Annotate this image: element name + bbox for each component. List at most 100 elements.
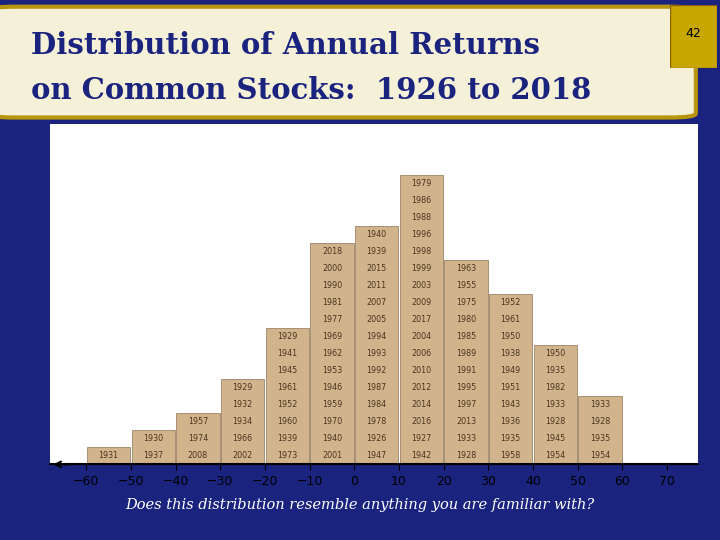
Text: 2005: 2005	[366, 315, 387, 325]
Text: 2013: 2013	[456, 417, 476, 427]
Text: 1975: 1975	[456, 298, 476, 307]
Text: 1979: 1979	[411, 179, 431, 188]
Text: 1941: 1941	[277, 349, 297, 359]
Text: 1994: 1994	[366, 332, 387, 341]
Text: 1927: 1927	[411, 434, 431, 443]
Text: 1952: 1952	[500, 298, 521, 307]
Text: 1933: 1933	[590, 400, 610, 409]
Text: 1957: 1957	[188, 417, 208, 427]
Text: 2009: 2009	[411, 298, 431, 307]
Text: 2014: 2014	[411, 400, 431, 409]
Text: 1981: 1981	[322, 298, 342, 307]
Text: 2001: 2001	[322, 451, 342, 461]
Text: 1955: 1955	[456, 281, 476, 291]
Text: 1943: 1943	[500, 400, 521, 409]
Text: 2011: 2011	[366, 281, 387, 291]
Text: 1928: 1928	[545, 417, 565, 427]
Text: 1937: 1937	[143, 451, 163, 461]
Text: 2016: 2016	[411, 417, 431, 427]
Text: on Common Stocks:  1926 to 2018: on Common Stocks: 1926 to 2018	[31, 77, 591, 105]
Text: 1980: 1980	[456, 315, 476, 325]
Bar	[221, 379, 264, 464]
Bar	[132, 430, 175, 464]
Text: 1974: 1974	[188, 434, 208, 443]
Text: 1934: 1934	[233, 417, 253, 427]
Text: 1959: 1959	[322, 400, 342, 409]
Text: 1951: 1951	[500, 383, 521, 393]
Text: Distribution of Annual Returns: Distribution of Annual Returns	[31, 31, 540, 60]
Bar	[355, 226, 398, 464]
Text: 1933: 1933	[456, 434, 476, 443]
Text: 1995: 1995	[456, 383, 476, 393]
Text: 1986: 1986	[411, 196, 431, 205]
Text: 1929: 1929	[277, 332, 297, 341]
Text: 1998: 1998	[411, 247, 431, 256]
Text: 42: 42	[686, 27, 701, 40]
Text: 1932: 1932	[233, 400, 253, 409]
Text: 1946: 1946	[322, 383, 342, 393]
Text: 1954: 1954	[545, 451, 565, 461]
Text: 1940: 1940	[322, 434, 342, 443]
Bar	[578, 396, 622, 464]
Text: 1928: 1928	[590, 417, 611, 427]
Text: 2006: 2006	[411, 349, 431, 359]
Text: 1950: 1950	[545, 349, 565, 359]
Text: 1960: 1960	[277, 417, 297, 427]
Text: 1989: 1989	[456, 349, 476, 359]
Text: 1940: 1940	[366, 230, 387, 239]
Bar	[266, 328, 309, 464]
Text: 2003: 2003	[411, 281, 431, 291]
Text: 1990: 1990	[322, 281, 342, 291]
Bar	[444, 260, 487, 464]
Text: 1953: 1953	[322, 366, 342, 375]
Text: 1977: 1977	[322, 315, 342, 325]
Text: 1945: 1945	[545, 434, 565, 443]
Text: 1938: 1938	[500, 349, 521, 359]
Text: 1935: 1935	[590, 434, 611, 443]
Text: 1991: 1991	[456, 366, 476, 375]
Text: 1939: 1939	[277, 434, 297, 443]
Text: 1952: 1952	[277, 400, 297, 409]
Text: 1961: 1961	[277, 383, 297, 393]
Text: 1926: 1926	[366, 434, 387, 443]
Text: 1982: 1982	[545, 383, 565, 393]
Text: 1942: 1942	[411, 451, 431, 461]
Text: 2008: 2008	[188, 451, 208, 461]
Bar	[400, 175, 443, 464]
Text: 1933: 1933	[545, 400, 565, 409]
Text: 1973: 1973	[277, 451, 297, 461]
Text: 1930: 1930	[143, 434, 163, 443]
Text: 1935: 1935	[500, 434, 521, 443]
Text: 2017: 2017	[411, 315, 431, 325]
Text: 1999: 1999	[411, 264, 431, 273]
Bar	[489, 294, 532, 464]
Text: 1935: 1935	[545, 366, 565, 375]
FancyBboxPatch shape	[670, 5, 717, 68]
Text: 1988: 1988	[411, 213, 431, 222]
Text: 1928: 1928	[456, 451, 476, 461]
Text: 1978: 1978	[366, 417, 387, 427]
Text: 2004: 2004	[411, 332, 431, 341]
Text: 1962: 1962	[322, 349, 342, 359]
Text: 2010: 2010	[411, 366, 431, 375]
Text: 2002: 2002	[233, 451, 253, 461]
Text: 1969: 1969	[322, 332, 342, 341]
Text: 1993: 1993	[366, 349, 387, 359]
Text: 1947: 1947	[366, 451, 387, 461]
Text: Does this distribution resemble anything you are familiar with?: Does this distribution resemble anything…	[125, 498, 595, 512]
Text: 1936: 1936	[500, 417, 521, 427]
Text: 1954: 1954	[590, 451, 611, 461]
Bar	[87, 447, 130, 464]
Text: 1985: 1985	[456, 332, 476, 341]
Bar	[534, 346, 577, 464]
Text: 1970: 1970	[322, 417, 342, 427]
Text: 2018: 2018	[322, 247, 342, 256]
Bar	[310, 243, 354, 464]
Text: 1961: 1961	[500, 315, 521, 325]
Text: 1992: 1992	[366, 366, 387, 375]
Text: 1939: 1939	[366, 247, 387, 256]
Text: 1966: 1966	[233, 434, 253, 443]
Text: 1963: 1963	[456, 264, 476, 273]
Text: 1997: 1997	[456, 400, 476, 409]
Text: 2015: 2015	[366, 264, 387, 273]
